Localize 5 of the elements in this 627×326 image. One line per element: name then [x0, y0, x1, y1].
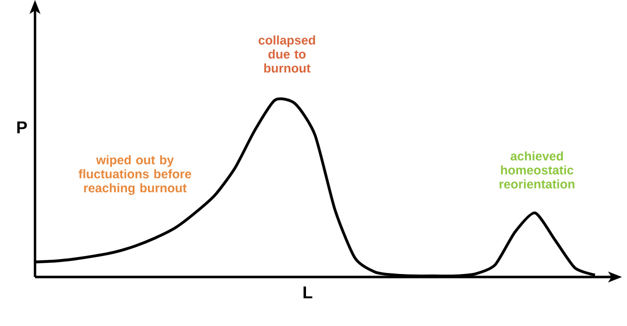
annotation: achieved homeostatic reorientation: [500, 151, 574, 189]
y-axis-title: P: [17, 122, 27, 134]
x-axis-title: L: [304, 286, 312, 298]
annotation: wiped out by fluctuations before reaching burnout: [78, 155, 192, 195]
text: collapsed due to burnout: [258, 35, 316, 73]
